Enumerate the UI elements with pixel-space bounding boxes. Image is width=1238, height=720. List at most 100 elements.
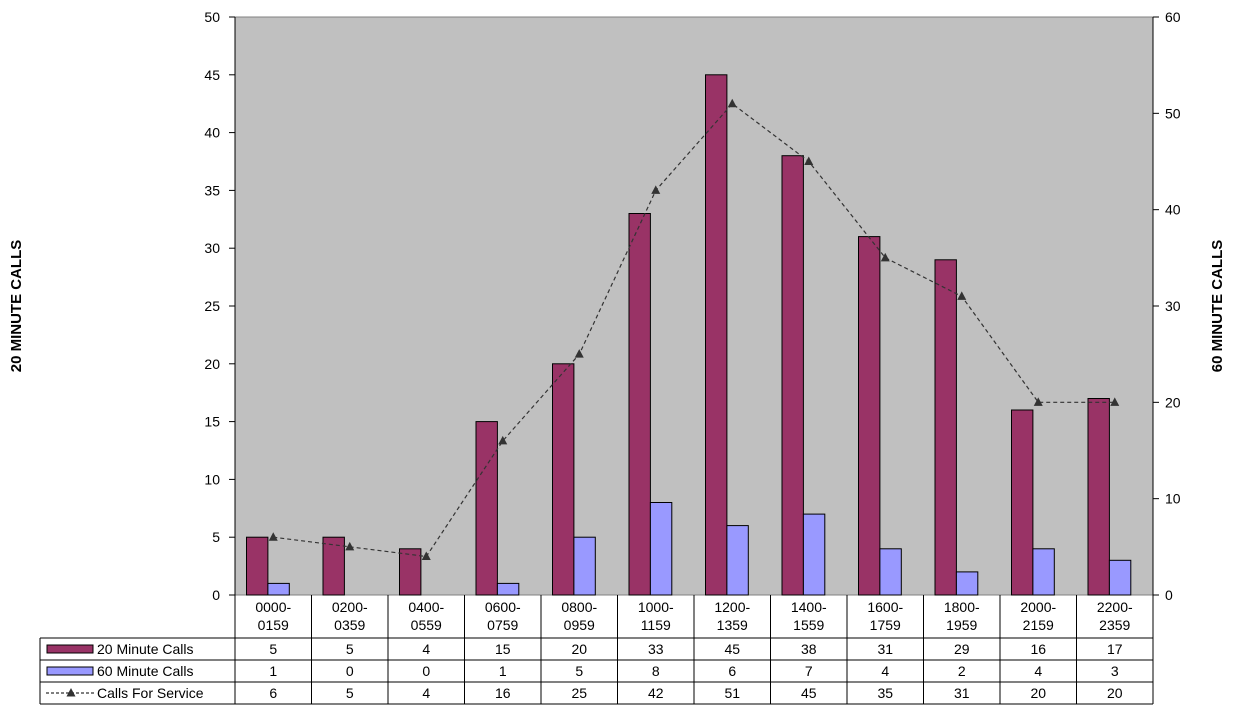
table-cell-2-9: 31	[954, 685, 970, 701]
bar-sixty-3	[496, 582, 520, 596]
bars-group	[246, 74, 1132, 596]
category-label-1-line2: 0359	[334, 617, 365, 633]
calls-for-service-marker-5	[651, 185, 661, 194]
table-cell-1-1: 0	[346, 663, 354, 679]
table-cell-2-4: 25	[571, 685, 587, 701]
table-cell-2-10: 20	[1030, 685, 1046, 701]
y-tick-label-5: 5	[212, 529, 220, 545]
table-cell-2-8: 35	[877, 685, 893, 701]
category-label-9-line1: 1800-	[944, 599, 980, 615]
calls-for-service-marker-4	[574, 349, 584, 358]
category-label-4-line1: 0800-	[561, 599, 597, 615]
table-cell-1-2: 0	[422, 663, 430, 679]
plot-area	[234, 16, 1154, 596]
table-cell-0-9: 29	[954, 641, 970, 657]
calls-for-service-marker-1	[345, 541, 355, 551]
bar-sixty-9	[955, 571, 979, 596]
bar-twenty-7	[781, 155, 804, 596]
bar-sixty-6	[726, 525, 749, 596]
legend-label-1: 60 Minute Calls	[97, 663, 194, 679]
y-tick-label-25: 25	[204, 298, 220, 314]
bar-twenty-6	[705, 74, 728, 596]
calls-for-service-marker-0	[268, 532, 278, 541]
table-cell-0-2: 4	[422, 641, 430, 657]
legend-key-marker-2	[66, 688, 76, 697]
table-cell-0-1: 5	[346, 641, 354, 657]
table-cell-1-0: 1	[269, 663, 277, 679]
table-cell-0-10: 16	[1030, 641, 1046, 657]
calls-for-service-marker-3	[498, 435, 508, 445]
bar-twenty-11	[1087, 398, 1110, 596]
category-label-2-line2: 0559	[411, 617, 442, 633]
table-cell-2-5: 42	[648, 685, 664, 701]
y-tick-label-35: 35	[204, 182, 220, 198]
y-tick-label-20: 20	[204, 356, 220, 372]
category-label-5-line1: 1000-	[638, 599, 674, 615]
y2-tick-label-0: 0	[1165, 587, 1173, 603]
table-cell-1-3: 1	[499, 663, 507, 679]
y-axis-title: 20 MINUTE CALLS	[8, 240, 25, 373]
y-tick-label-40: 40	[204, 125, 220, 141]
bar-sixty-8	[879, 548, 902, 596]
calls-for-service-marker-10	[1033, 397, 1043, 406]
bar-twenty-3	[475, 421, 498, 596]
category-label-7-line1: 1400-	[791, 599, 827, 615]
category-label-2-line1: 0400-	[408, 599, 444, 615]
category-label-10-line1: 2000-	[1020, 599, 1056, 615]
legend-key-0	[46, 644, 94, 654]
y-tick-label-15: 15	[204, 414, 220, 430]
calls-for-service-marker-8	[880, 252, 890, 262]
y-tick-label-50: 50	[204, 9, 220, 25]
table-cell-1-8: 4	[881, 663, 889, 679]
table-cell-1-7: 7	[805, 663, 813, 679]
table-cell-2-2: 4	[422, 685, 430, 701]
category-label-1-line1: 0200-	[332, 599, 368, 615]
y2-tick-label-60: 60	[1165, 9, 1181, 25]
bar-sixty-11	[1108, 559, 1132, 596]
calls-for-service-marker-2	[421, 551, 431, 560]
table-cell-0-3: 15	[495, 641, 511, 657]
category-label-8-line2: 1759	[870, 617, 901, 633]
y2-tick-label-40: 40	[1165, 202, 1181, 218]
legend-label-2: Calls For Service	[97, 685, 204, 701]
table-cell-0-6: 45	[724, 641, 740, 657]
table-cell-2-7: 45	[801, 685, 817, 701]
table-cell-0-7: 38	[801, 641, 817, 657]
table-cell-0-0: 5	[269, 641, 277, 657]
legend-label-0: 20 Minute Calls	[97, 641, 194, 657]
table-cell-0-5: 33	[648, 641, 664, 657]
calls-for-service-marker-11	[1110, 397, 1120, 406]
y-tick-label-45: 45	[204, 67, 220, 83]
category-label-6-line2: 1359	[717, 617, 748, 633]
table-cell-0-8: 31	[877, 641, 893, 657]
table-cell-2-11: 20	[1107, 685, 1123, 701]
y2-tick-label-50: 50	[1165, 105, 1181, 121]
calls-for-service-marker-6	[727, 98, 737, 108]
y-tick-label-30: 30	[204, 240, 220, 256]
calls-for-service-marker-7	[804, 156, 814, 165]
y-tick-label-10: 10	[204, 471, 220, 487]
table-cell-0-11: 17	[1107, 641, 1123, 657]
bar-twenty-10	[1011, 409, 1034, 596]
category-label-0-line1: 0000-	[255, 599, 291, 615]
table-cell-2-0: 6	[269, 685, 277, 701]
bar-twenty-2	[399, 548, 422, 596]
bar-sixty-5	[649, 502, 673, 596]
bar-twenty-9	[934, 259, 957, 596]
table-cell-1-6: 6	[728, 663, 736, 679]
bar-sixty-10	[1032, 548, 1055, 596]
bar-sixty-4	[573, 536, 596, 596]
line-group	[268, 98, 1120, 560]
category-label-4-line2: 0959	[564, 617, 595, 633]
category-label-6-line1: 1200-	[714, 599, 750, 615]
table-cell-1-5: 8	[652, 663, 660, 679]
bar-twenty-0	[246, 536, 269, 596]
y2-tick-label-30: 30	[1165, 298, 1181, 314]
table-cell-2-6: 51	[724, 685, 740, 701]
calls-for-service-line	[273, 102, 1115, 558]
axes-group: 0 5 10 15 20 25 30 35 40 45 50 0 10 20 30 40 50 60	[204, 9, 1180, 603]
bar-twenty-1	[322, 536, 345, 596]
category-label-3-line1: 0600-	[485, 599, 521, 615]
